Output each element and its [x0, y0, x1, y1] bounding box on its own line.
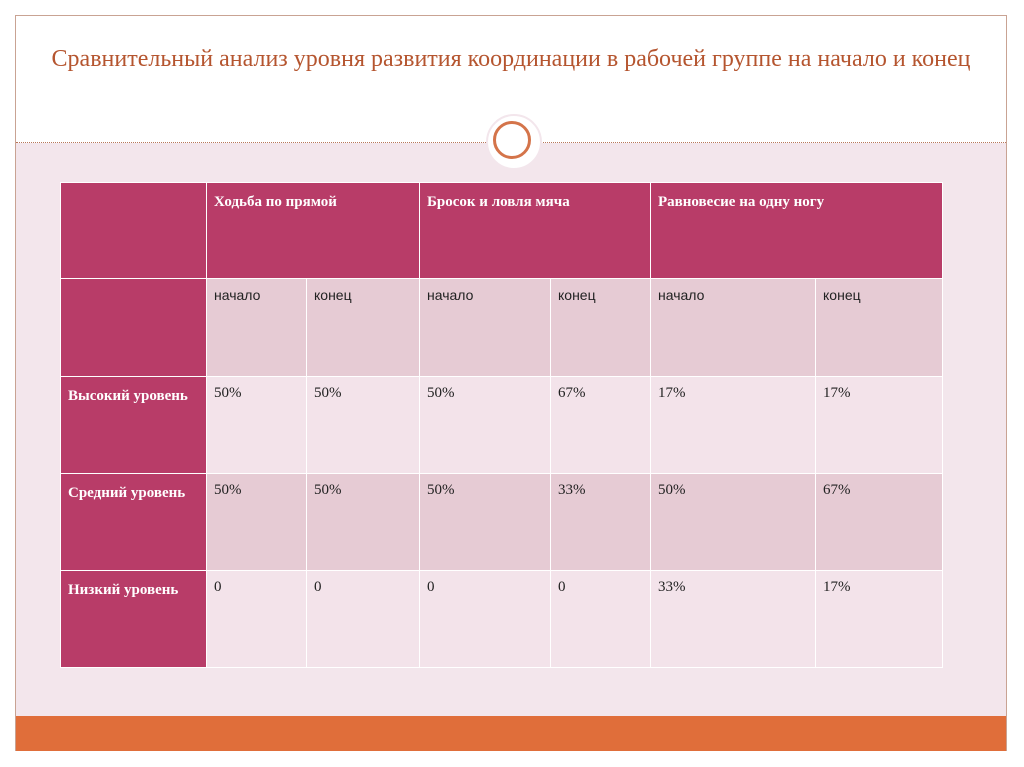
- footer-bar: [16, 716, 1006, 751]
- cell: 0: [549, 570, 652, 668]
- cell: 33%: [650, 570, 817, 668]
- subheader-row: начало конец начало конец начало конец: [60, 278, 944, 377]
- cell: 50%: [419, 473, 551, 571]
- cell: 0: [306, 570, 420, 668]
- header-row: Ходьба по прямой Бросок и ловля мяча Равно…: [60, 182, 944, 279]
- data-row: Средний уровень 50% 50% 50% 33% 50% 67%: [60, 473, 944, 571]
- cell: 50%: [206, 376, 307, 474]
- cell: 17%: [815, 570, 944, 668]
- data-row: Низкий уровень 0 0 0 0 33% 17%: [60, 570, 944, 668]
- cell: 50%: [650, 473, 817, 571]
- corner-cell: [60, 278, 207, 377]
- subheader: конец: [306, 278, 420, 377]
- group-header: Равновесие на одну ногу: [650, 182, 944, 279]
- subheader: начало: [419, 278, 551, 377]
- cell: 67%: [549, 376, 652, 474]
- title: Сравнительный анализ уровня развития коо…: [51, 46, 971, 72]
- corner-cell: [60, 182, 207, 279]
- group-header: Ходьба по прямой: [206, 182, 420, 279]
- cell: 17%: [650, 376, 817, 474]
- cell: 0: [206, 570, 307, 668]
- subheader: конец: [549, 278, 652, 377]
- cell: 50%: [306, 473, 420, 571]
- cell: 0: [419, 570, 551, 668]
- data-row: Высокий уровень 50% 50% 50% 67% 17% 17%: [60, 376, 944, 474]
- cell: 33%: [549, 473, 652, 571]
- subheader: начало: [650, 278, 817, 377]
- row-label: Низкий уровень: [60, 570, 207, 668]
- ornament: [486, 114, 542, 170]
- subheader: начало: [206, 278, 307, 377]
- cell: 67%: [815, 473, 944, 571]
- row-label: Средний уровень: [60, 473, 207, 571]
- cell: 17%: [815, 376, 944, 474]
- group-header: Бросок и ловля мяча: [418, 182, 652, 279]
- table: Ходьба по прямой Бросок и ловля мяча Равно…: [60, 182, 944, 668]
- cell: 50%: [206, 473, 307, 571]
- cell: 50%: [419, 376, 551, 474]
- subheader: конец: [815, 278, 944, 377]
- row-label: Высокий уровень: [60, 376, 207, 474]
- cell: 50%: [306, 376, 420, 474]
- slide: Сравнительный анализ уровня развития коо…: [15, 15, 1007, 751]
